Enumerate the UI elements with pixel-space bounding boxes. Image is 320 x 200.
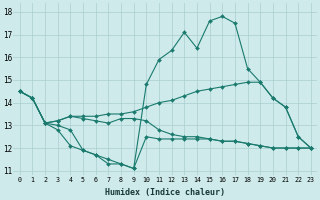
X-axis label: Humidex (Indice chaleur): Humidex (Indice chaleur): [105, 188, 225, 197]
